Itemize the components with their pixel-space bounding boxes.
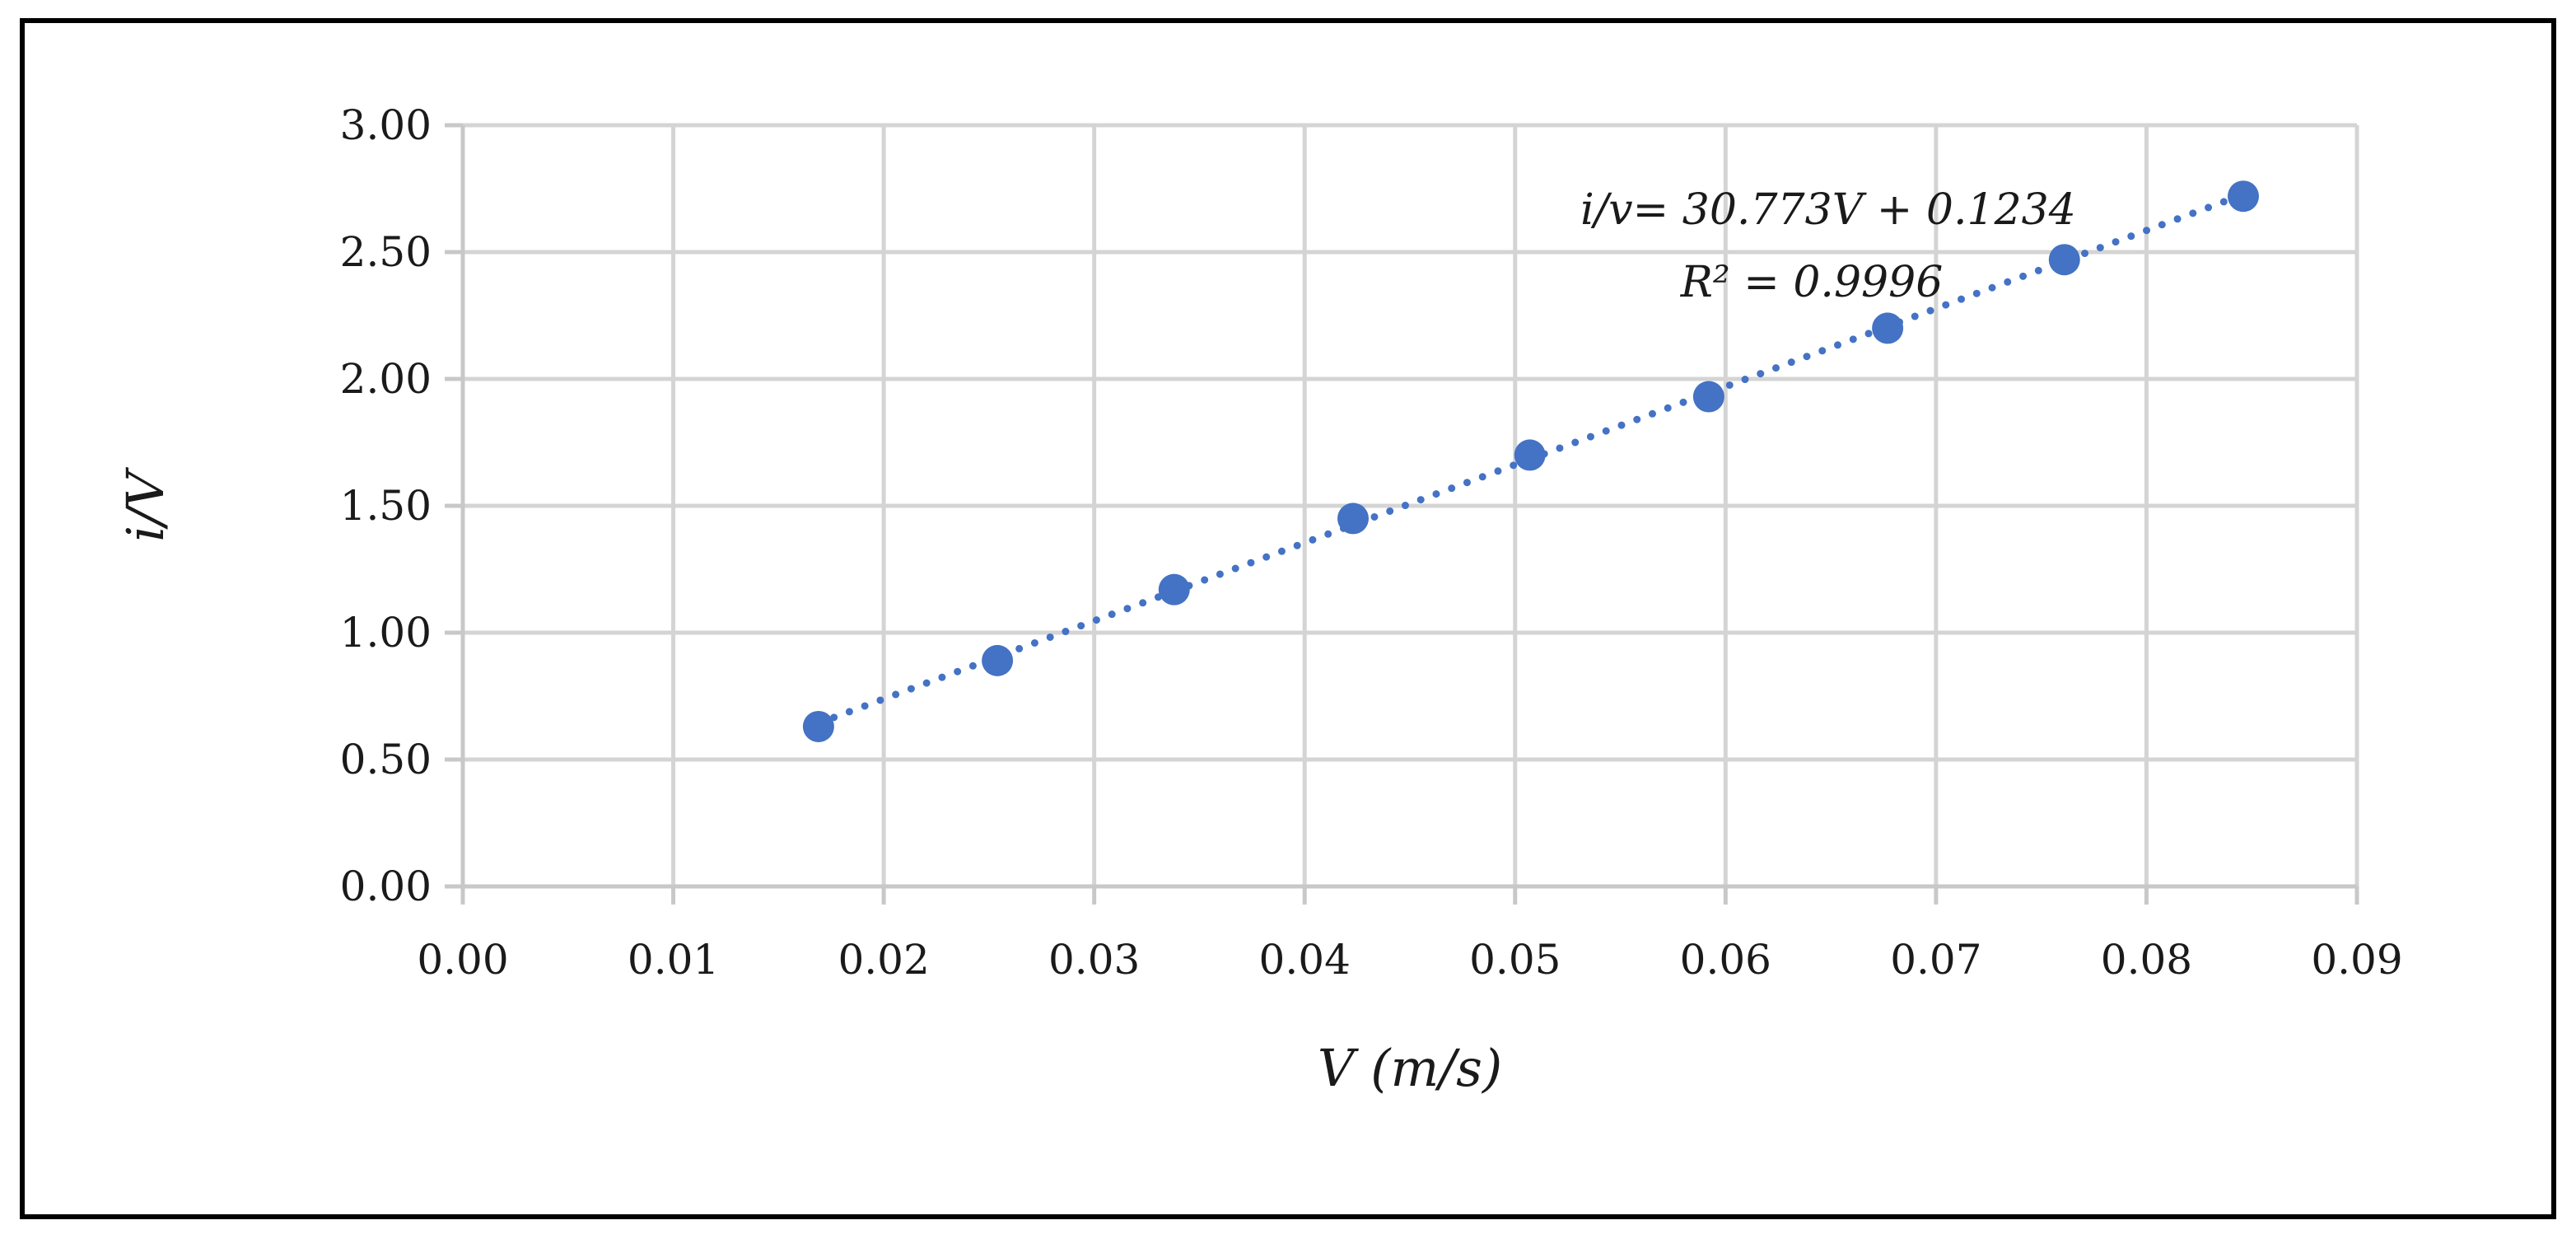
data-points xyxy=(802,180,2259,742)
y-tick-label: 2.50 xyxy=(340,228,432,276)
data-point xyxy=(2048,244,2080,276)
data-point xyxy=(802,710,834,742)
data-point xyxy=(1692,381,1724,413)
x-axis-title: V (m/s) xyxy=(1318,1038,1502,1098)
axes xyxy=(445,123,2359,905)
y-tick-label: 2.00 xyxy=(340,355,432,403)
x-tick-label: 0.04 xyxy=(1259,936,1351,984)
x-tick-label: 0.05 xyxy=(1469,936,1561,984)
chart-frame xyxy=(20,18,2556,1219)
x-tick-label: 0.06 xyxy=(1680,936,1771,984)
data-point xyxy=(1158,573,1190,605)
x-tick-label: 0.02 xyxy=(838,936,929,984)
x-tick-label: 0.07 xyxy=(1890,936,1981,984)
x-tick-label: 0.09 xyxy=(2311,936,2402,984)
data-point xyxy=(2228,180,2259,213)
x-tick-label: 0.01 xyxy=(628,936,719,984)
x-tick-label: 0.03 xyxy=(1048,936,1140,984)
r-squared-label: R² = 0.9996 xyxy=(1680,258,1944,307)
data-point xyxy=(1872,312,1904,344)
tick-labels: 0.00 0.50 1.00 1.50 2.00 2.50 3.00 0.00 0.01 0.02… xyxy=(340,101,2403,984)
trendline-equation: i/v= 30.773V + 0.1234 xyxy=(1580,185,2076,235)
y-axis-title: i/V xyxy=(115,466,175,542)
y-tick-label: 1.00 xyxy=(340,609,432,657)
x-tick-label: 0.08 xyxy=(2101,936,2192,984)
y-tick-label: 3.00 xyxy=(340,101,432,149)
data-point xyxy=(1337,503,1369,535)
x-tick-label: 0.00 xyxy=(417,936,508,984)
y-tick-label: 0.00 xyxy=(340,863,432,910)
y-tick-label: 0.50 xyxy=(340,736,432,783)
y-tick-label: 1.50 xyxy=(340,482,432,530)
data-point xyxy=(1514,439,1546,471)
gridlines xyxy=(463,123,2359,886)
data-point xyxy=(982,644,1014,676)
